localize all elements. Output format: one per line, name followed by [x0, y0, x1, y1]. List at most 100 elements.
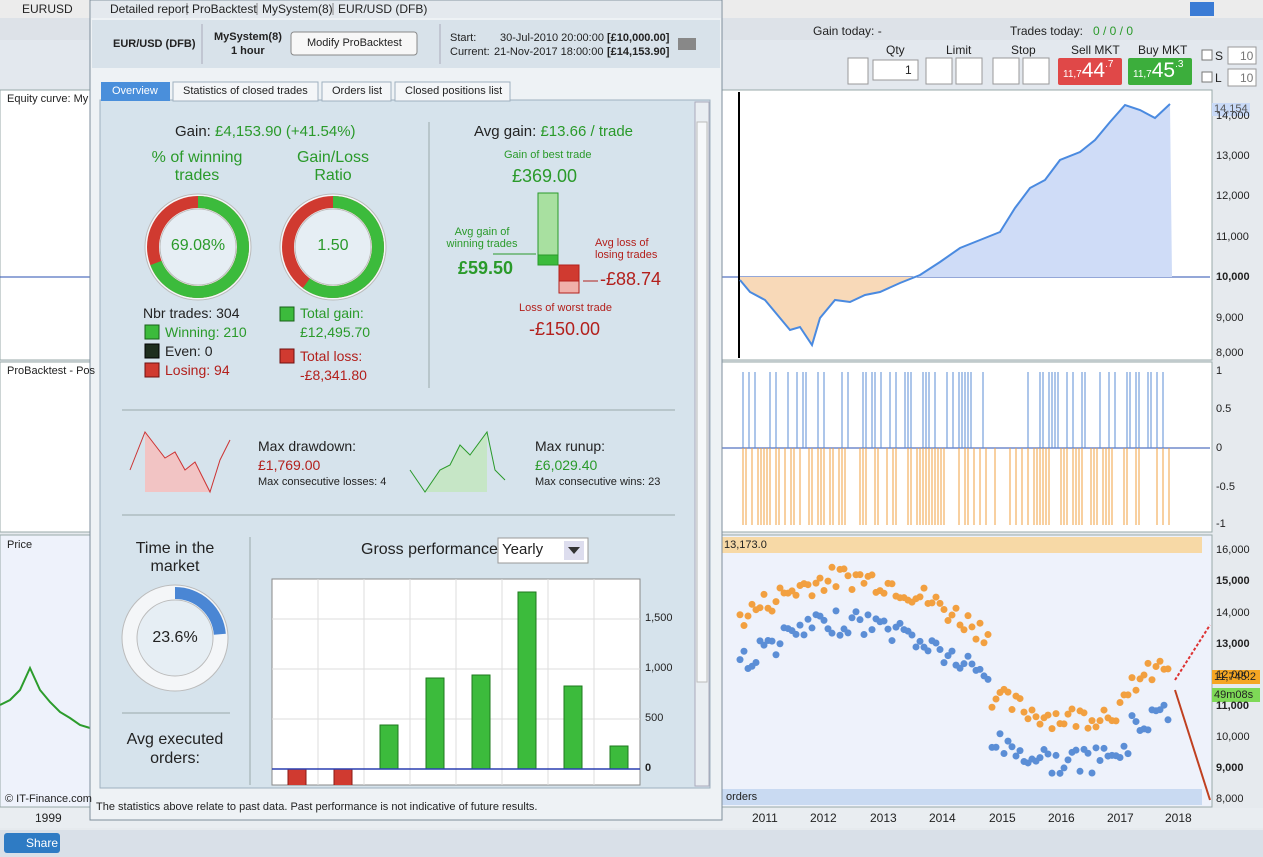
- price-marker: [820, 587, 828, 595]
- price-marker: [936, 646, 944, 654]
- l-input[interactable]: [1227, 68, 1257, 87]
- price-marker: [940, 605, 948, 613]
- price-marker: [1072, 746, 1080, 754]
- price-marker: [760, 641, 768, 649]
- price-marker: [868, 626, 876, 634]
- price-part: 44: [1081, 59, 1106, 82]
- price-marker: [1036, 720, 1044, 728]
- s-label: S: [1215, 49, 1224, 63]
- price-axis-label: 10,000: [1216, 731, 1250, 743]
- price-marker: [984, 631, 992, 639]
- print-icon[interactable]: [678, 38, 696, 50]
- dialog-title: EUR/USD (DFB): [338, 2, 428, 16]
- l-checkbox[interactable]: [1201, 71, 1213, 83]
- worst-label: Loss of worst trade: [519, 302, 612, 314]
- equity-last-badge: [1212, 103, 1250, 116]
- menu-icon[interactable]: [1190, 2, 1214, 16]
- tab[interactable]: [321, 81, 392, 102]
- price-marker: [812, 579, 820, 587]
- time-axis-label: 2011: [752, 811, 778, 825]
- price-marker: [968, 623, 976, 631]
- stop-button[interactable]: [992, 57, 1020, 85]
- price-marker: [1068, 705, 1076, 713]
- max-dd: £1,769.00: [258, 457, 321, 473]
- equity-axis-label: 8,000: [1216, 347, 1244, 359]
- price-marker: [772, 598, 780, 606]
- price-marker: [1044, 750, 1052, 758]
- best-trade-box: [537, 192, 559, 266]
- avg-win: £59.50: [458, 258, 514, 278]
- price-marker: [768, 637, 776, 645]
- avg-win-box: [537, 254, 559, 266]
- limit-button[interactable]: [955, 57, 983, 85]
- price-axis-label: 9,000: [1216, 762, 1244, 774]
- tab-label[interactable]: Orders list: [332, 85, 383, 97]
- left-price-line: [0, 665, 91, 729]
- modify-label[interactable]: Modify ProBacktest: [307, 37, 402, 49]
- price-marker: [1132, 718, 1140, 726]
- price-part: 11,7: [1133, 69, 1152, 80]
- avg-gain: Avg gain: £13.66 / trade: [474, 123, 633, 140]
- price-marker: [856, 571, 864, 579]
- price-marker: [1088, 769, 1096, 777]
- tab[interactable]: [394, 81, 511, 102]
- gross-label: Gross performance: [361, 541, 498, 558]
- tab[interactable]: [172, 81, 319, 102]
- price-marker: [776, 640, 784, 648]
- qty-value: 1: [905, 63, 912, 77]
- dialog-title-bar: [91, 1, 721, 18]
- price-marker: [1072, 723, 1080, 731]
- price-marker: [768, 607, 776, 615]
- price-marker: [1016, 695, 1024, 703]
- price-marker: [852, 608, 860, 616]
- stop-button[interactable]: [1022, 57, 1050, 85]
- qty-input[interactable]: [872, 59, 919, 81]
- tab-label[interactable]: Closed positions list: [405, 85, 503, 97]
- dialog-title: Detailed report: [110, 2, 189, 16]
- modify-button[interactable]: [290, 31, 418, 56]
- limit-button[interactable]: [925, 57, 953, 85]
- price-marker: [844, 572, 852, 580]
- price-marker: [1140, 671, 1148, 679]
- price-marker: [1004, 688, 1012, 696]
- price-marker: [1052, 751, 1060, 759]
- buy-label: Buy MKT: [1138, 43, 1188, 57]
- price-marker: [960, 660, 968, 668]
- share-button[interactable]: [4, 833, 60, 853]
- scroll-thumb[interactable]: [696, 121, 708, 683]
- time-axis-label: 2017: [1107, 811, 1134, 825]
- time-axis-label: 2016: [1048, 811, 1075, 825]
- sell-button[interactable]: [1058, 58, 1122, 85]
- bar: [471, 674, 491, 770]
- tab-label[interactable]: Overview: [112, 85, 158, 97]
- price-marker: [1100, 744, 1108, 752]
- price-marker: [1164, 665, 1172, 673]
- projection-line: [1174, 624, 1211, 681]
- price-axis-label: 12,000: [1216, 669, 1250, 681]
- max-cons-losses: Max consecutive losses: 4: [258, 476, 387, 488]
- share-label[interactable]: Share: [26, 836, 59, 850]
- buy-button[interactable]: [1128, 58, 1192, 85]
- price-marker: [1088, 717, 1096, 725]
- price-marker: [936, 599, 944, 607]
- panel-title: Price: [7, 539, 33, 551]
- price-marker: [992, 743, 1000, 751]
- position-axis-label: 1: [1216, 365, 1223, 377]
- s-checkbox[interactable]: [1201, 49, 1213, 61]
- price-marker: [1156, 657, 1164, 665]
- dialog-title: MySystem(8): [262, 2, 333, 16]
- price-marker: [1124, 691, 1132, 699]
- price-marker: [752, 659, 760, 667]
- gross-period[interactable]: Yearly: [502, 541, 544, 558]
- equity-line: [739, 103, 1171, 348]
- price-marker: [1004, 737, 1012, 745]
- s-input[interactable]: [1227, 46, 1257, 65]
- price-marker: [944, 617, 952, 625]
- settings-button[interactable]: [847, 57, 869, 85]
- tab-active[interactable]: [101, 82, 170, 101]
- price-marker: [1024, 715, 1032, 723]
- tab-label[interactable]: Statistics of closed trades: [183, 85, 308, 97]
- price-marker: [884, 625, 892, 633]
- current: 21-Nov-2017 18:00:00: [494, 46, 604, 58]
- dialog-title: ProBacktest: [192, 2, 257, 16]
